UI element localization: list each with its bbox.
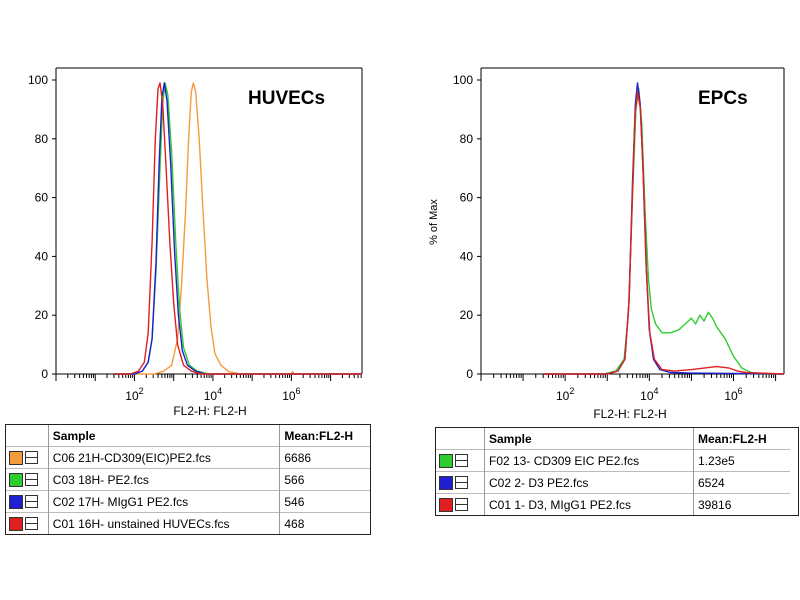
legend-color-swatch bbox=[439, 475, 453, 490]
series-line bbox=[114, 82, 362, 375]
legend-mean-value: 546 bbox=[279, 490, 370, 513]
legend-sample-name: C06 21H-CD309(EIC)PE2.fcs bbox=[48, 446, 281, 469]
legend-row[interactable]: C02 2- D3 PE2.fcs 6524 bbox=[436, 471, 790, 494]
legend-sample-name: C03 18H- PE2.fcs bbox=[48, 468, 281, 491]
y-tick-label: 100 bbox=[453, 73, 473, 87]
x-tick-label: 104 bbox=[640, 386, 658, 403]
row-toggle-icon[interactable] bbox=[25, 517, 38, 531]
legend-mean-value: 1.23e5 bbox=[693, 449, 790, 472]
x-ticks: 102 104 106 bbox=[55, 374, 362, 403]
y-ticks: 0 20 40 60 80 100 bbox=[28, 73, 56, 381]
legend-row[interactable]: C01 1- D3, MIgG1 PE2.fcs 39816 bbox=[436, 493, 790, 515]
x-tick-label: 106 bbox=[724, 386, 742, 403]
legend-mean-value: 6686 bbox=[279, 446, 370, 469]
series-line bbox=[544, 88, 784, 375]
x-tick-label: 102 bbox=[556, 386, 574, 403]
y-tick-label: 80 bbox=[460, 132, 474, 146]
panel-title: HUVECs bbox=[248, 88, 325, 109]
legend-color-swatch bbox=[439, 497, 453, 512]
panel-epcs: 0 20 40 60 80 100 102 104 106 EPCs FL2-H: FL2-H… bbox=[428, 67, 785, 421]
legend-header-swatch bbox=[6, 425, 49, 447]
row-toggle-icon[interactable] bbox=[455, 454, 468, 468]
y-tick-label: 60 bbox=[460, 191, 474, 205]
series-lines bbox=[114, 82, 362, 375]
legend-sample-name: F02 13- CD309 EIC PE2.fcs bbox=[484, 449, 694, 472]
legend-sample-name: C02 2- D3 PE2.fcs bbox=[484, 471, 694, 494]
x-axis-label: FL2-H: FL2-H bbox=[173, 404, 246, 418]
legend-sample-name: C02 17H- MIgG1 PE2.fcs bbox=[48, 490, 281, 513]
x-axis-label: FL2-H: FL2-H bbox=[593, 407, 666, 421]
legend-header-sample: Sample bbox=[484, 428, 694, 450]
legend-row[interactable]: C03 18H- PE2.fcs 566 bbox=[6, 468, 370, 491]
legend-mean-value: 566 bbox=[279, 468, 370, 491]
row-toggle-icon[interactable] bbox=[25, 451, 38, 465]
y-tick-label: 40 bbox=[35, 249, 49, 263]
legend-header-sample: Sample bbox=[48, 425, 281, 447]
y-axis-label: % of Max bbox=[428, 199, 440, 245]
x-tick-label: 102 bbox=[125, 386, 143, 403]
y-tick-label: 80 bbox=[35, 132, 49, 146]
legend-header-swatch bbox=[436, 428, 485, 450]
row-toggle-icon[interactable] bbox=[25, 473, 38, 487]
series-lines bbox=[544, 82, 785, 375]
y-ticks: 0 20 40 60 80 100 bbox=[453, 73, 481, 381]
legend-mean-value: 39816 bbox=[693, 493, 790, 515]
y-tick-label: 20 bbox=[460, 308, 474, 322]
legend-color-swatch bbox=[9, 472, 23, 487]
series-line bbox=[544, 91, 785, 375]
legend-header-row: Sample Mean:FL2-H bbox=[436, 428, 790, 450]
series-line bbox=[114, 82, 362, 375]
legend-row[interactable]: F02 13- CD309 EIC PE2.fcs 1.23e5 bbox=[436, 449, 790, 472]
y-tick-label: 0 bbox=[466, 367, 473, 381]
series-line bbox=[544, 82, 785, 375]
legend-epcs: Sample Mean:FL2-H F02 13- CD309 EIC PE2.… bbox=[435, 427, 799, 516]
y-tick-label: 0 bbox=[41, 367, 48, 381]
legend-mean-value: 6524 bbox=[693, 471, 790, 494]
panel-huvecs: 0 20 40 60 80 100 102 104 106 HUVECs FL2-H: FL2… bbox=[28, 67, 363, 418]
row-toggle-icon[interactable] bbox=[455, 476, 468, 490]
legend-mean-value: 468 bbox=[279, 512, 370, 534]
y-tick-label: 60 bbox=[35, 191, 49, 205]
legend-header-mean: Mean:FL2-H bbox=[698, 431, 767, 446]
row-toggle-icon[interactable] bbox=[455, 498, 468, 512]
legend-row[interactable]: C06 21H-CD309(EIC)PE2.fcs 6686 bbox=[6, 446, 370, 469]
x-ticks: 102 104 106 bbox=[480, 374, 777, 403]
y-tick-label: 100 bbox=[28, 73, 48, 87]
legend-color-swatch bbox=[9, 516, 23, 531]
legend-sample-name: C01 1- D3, MIgG1 PE2.fcs bbox=[484, 493, 694, 515]
x-tick-label: 106 bbox=[282, 386, 300, 403]
y-tick-label: 40 bbox=[460, 249, 474, 263]
legend-sample-name: C01 16H- unstained HUVECs.fcs bbox=[48, 512, 281, 534]
panel-title: EPCs bbox=[698, 88, 748, 109]
legend-color-swatch bbox=[9, 494, 23, 509]
row-toggle-icon[interactable] bbox=[25, 495, 38, 509]
legend-header-mean: Mean:FL2-H bbox=[284, 428, 354, 443]
legend-color-swatch bbox=[9, 450, 23, 465]
legend-huvecs: Sample Mean:FL2-H C06 21H-CD309(EIC)PE2.… bbox=[5, 424, 371, 535]
legend-color-swatch bbox=[439, 453, 453, 468]
legend-header-row: Sample Mean:FL2-H bbox=[6, 425, 370, 447]
y-tick-label: 20 bbox=[35, 308, 49, 322]
legend-row[interactable]: C02 17H- MIgG1 PE2.fcs 546 bbox=[6, 490, 370, 513]
x-tick-label: 104 bbox=[204, 386, 222, 403]
legend-row[interactable]: C01 16H- unstained HUVECs.fcs 468 bbox=[6, 512, 370, 534]
